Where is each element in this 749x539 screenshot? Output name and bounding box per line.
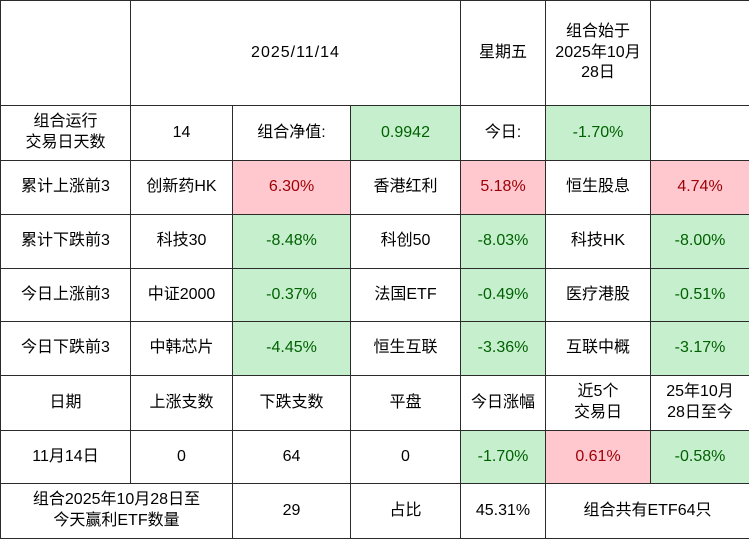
stats-last5-change: 0.61% xyxy=(546,431,651,484)
rank-row-cum-gainers: 累计上涨前3 创新药HK 6.30% 香港红利 5.18% 恒生股息 4.74% xyxy=(1,161,749,215)
today-label: 今日: xyxy=(461,106,546,161)
rank-row-cum-losers: 累计下跌前3 科技30 -8.48% 科创50 -8.03% 科技HK -8.0… xyxy=(1,215,749,269)
ratio-value: 45.31% xyxy=(461,484,546,539)
rank-name-cell: 创新药HK xyxy=(131,161,233,215)
stats-flat-count: 0 xyxy=(351,431,461,484)
stats-header-last5: 近5个 交易日 xyxy=(546,376,651,431)
rank-value-cell: -0.51% xyxy=(651,269,749,322)
rank-value-cell: 4.74% xyxy=(651,161,749,215)
total-etf-note: 组合共有ETF64只 xyxy=(546,484,749,539)
stats-since-change: -0.58% xyxy=(651,431,749,484)
footer-row: 组合2025年10月28日至 今天赢利ETF数量 29 占比 45.31% 组合… xyxy=(1,484,749,539)
nav-label: 组合净值: xyxy=(233,106,351,161)
stats-value-row: 11月14日 0 64 0 -1.70% 0.61% -0.58% xyxy=(1,431,749,484)
winning-etf-count: 29 xyxy=(233,484,351,539)
summary-row: 组合运行 交易日天数 14 组合净值: 0.9942 今日: -1.70% xyxy=(1,106,749,161)
rank-value-cell: -8.00% xyxy=(651,215,749,269)
rank-value-cell: -3.36% xyxy=(461,322,546,376)
stats-today-change: -1.70% xyxy=(461,431,546,484)
stats-down-count: 64 xyxy=(233,431,351,484)
empty-cell xyxy=(651,1,749,106)
winning-etf-label: 组合2025年10月28日至 今天赢利ETF数量 xyxy=(1,484,233,539)
rank-label: 今日下跌前3 xyxy=(1,322,131,376)
rank-row-today-losers: 今日下跌前3 中韩芯片 -4.45% 恒生互联 -3.36% 互联中概 -3.1… xyxy=(1,322,749,376)
ratio-label: 占比 xyxy=(351,484,461,539)
rank-value-cell: 5.18% xyxy=(461,161,546,215)
rank-label: 累计上涨前3 xyxy=(1,161,131,215)
rank-value-cell: 6.30% xyxy=(233,161,351,215)
stats-header-flat: 平盘 xyxy=(351,376,461,431)
rank-value-cell: -8.48% xyxy=(233,215,351,269)
rank-value-cell: -0.49% xyxy=(461,269,546,322)
corner-empty-cell xyxy=(1,1,131,106)
rank-name-cell: 中韩芯片 xyxy=(131,322,233,376)
rank-label: 今日上涨前3 xyxy=(1,269,131,322)
rank-name-cell: 互联中概 xyxy=(546,322,651,376)
rank-name-cell: 法国ETF xyxy=(351,269,461,322)
title-row: 2025/11/14 星期五 组合始于 2025年10月 28日 xyxy=(1,1,749,106)
trading-days-label: 组合运行 交易日天数 xyxy=(1,106,131,161)
report-date: 2025/11/14 xyxy=(131,1,461,106)
portfolio-start-note: 组合始于 2025年10月 28日 xyxy=(546,1,651,106)
stats-up-count: 0 xyxy=(131,431,233,484)
rank-name-cell: 恒生互联 xyxy=(351,322,461,376)
rank-label: 累计下跌前3 xyxy=(1,215,131,269)
trading-days-value: 14 xyxy=(131,106,233,161)
rank-value-cell: -8.03% xyxy=(461,215,546,269)
rank-value-cell: -4.45% xyxy=(233,322,351,376)
stats-header-row: 日期 上涨支数 下跌支数 平盘 今日涨幅 近5个 交易日 25年10月 28日至… xyxy=(1,376,749,431)
nav-value: 0.9942 xyxy=(351,106,461,161)
rank-value-cell: -3.17% xyxy=(651,322,749,376)
today-change-value: -1.70% xyxy=(546,106,651,161)
empty-cell xyxy=(651,106,749,161)
rank-name-cell: 中证2000 xyxy=(131,269,233,322)
stats-date: 11月14日 xyxy=(1,431,131,484)
rank-name-cell: 香港红利 xyxy=(351,161,461,215)
rank-name-cell: 科创50 xyxy=(351,215,461,269)
stats-header-up: 上涨支数 xyxy=(131,376,233,431)
rank-name-cell: 科技HK xyxy=(546,215,651,269)
stats-header-since: 25年10月 28日至今 xyxy=(651,376,749,431)
weekday: 星期五 xyxy=(461,1,546,106)
rank-name-cell: 恒生股息 xyxy=(546,161,651,215)
stats-header-down: 下跌支数 xyxy=(233,376,351,431)
rank-value-cell: -0.37% xyxy=(233,269,351,322)
rank-name-cell: 科技30 xyxy=(131,215,233,269)
stats-header-date: 日期 xyxy=(1,376,131,431)
rank-name-cell: 医疗港股 xyxy=(546,269,651,322)
rank-row-today-gainers: 今日上涨前3 中证2000 -0.37% 法国ETF -0.49% 医疗港股 -… xyxy=(1,269,749,322)
stats-header-today-change: 今日涨幅 xyxy=(461,376,546,431)
